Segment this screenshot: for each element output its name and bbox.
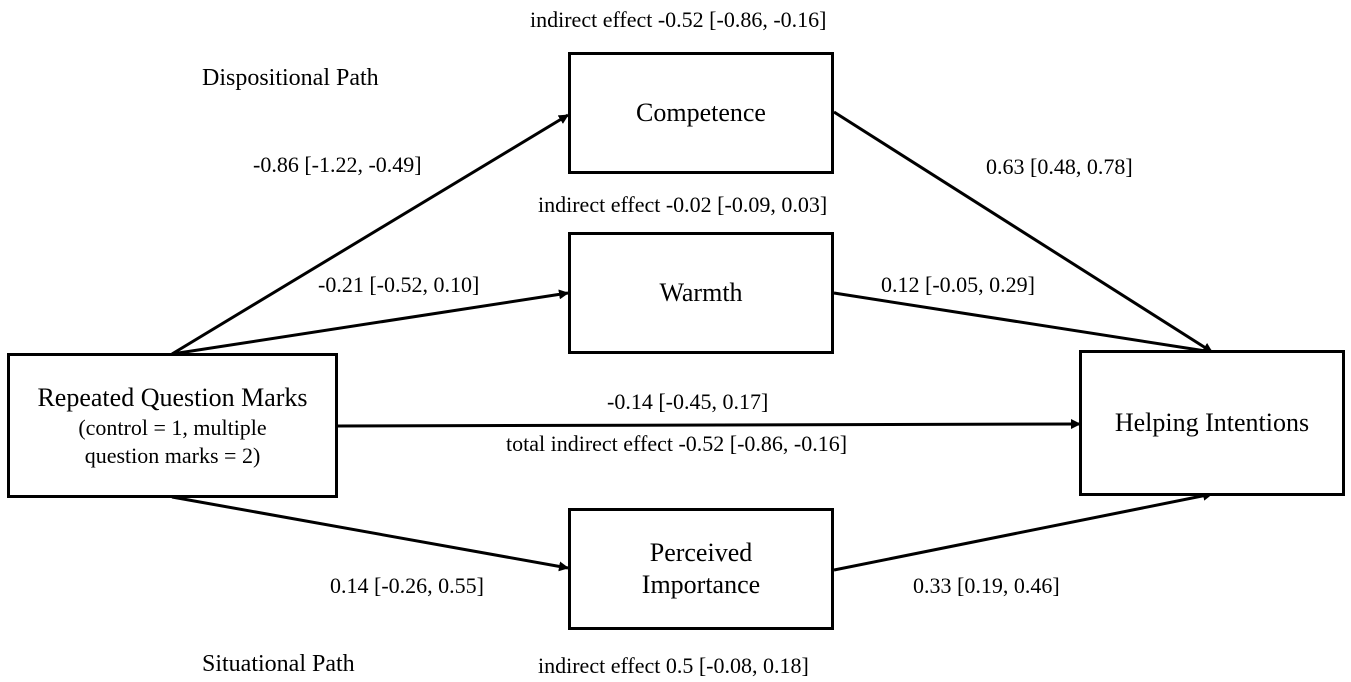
situational-path-title: Situational Path [202,651,355,677]
coef-competence-outcome: 0.63 [0.48, 0.78] [986,154,1133,179]
coef-importance-outcome: 0.33 [0.19, 0.46] [913,573,1060,598]
coef-warmth-outcome: 0.12 [-0.05, 0.29] [881,272,1035,297]
arrow-direct-effect [336,419,1081,430]
importance-indirect-effect: indirect effect 0.5 [-0.08, 0.18] [538,653,809,678]
arrow-importance-to-outcome [833,490,1213,572]
outcome-label: Helping Intentions [1114,408,1310,437]
predictor-coding-line-2: question marks = 2) [84,442,261,468]
arrow-competence-to-outcome [833,110,1213,354]
total-indirect-effect: total indirect effect -0.52 [-0.86, -0.1… [506,431,848,456]
competence-label: Competence [636,98,766,127]
coef-predictor-competence: -0.86 [-1.22, -0.49] [253,152,422,177]
importance-node: Perceived Importance [568,508,834,630]
arrow-predictor-to-warmth [171,289,569,356]
arrow-predictor-to-importance [171,495,569,572]
predictor-title: Repeated Question Marks [37,382,308,412]
coef-predictor-importance: 0.14 [-0.26, 0.55] [330,573,484,598]
warmth-indirect-effect: indirect effect -0.02 [-0.09, 0.03] [538,192,828,217]
arrow-predictor-to-competence [171,113,569,356]
coef-direct-effect: -0.14 [-0.45, 0.17] [607,389,769,414]
importance-label-line-2: Importance [641,570,761,599]
predictor-node: Repeated Question Marks (control = 1, mu… [7,353,338,498]
arrow-warmth-to-outcome [833,291,1213,356]
predictor-coding-line-1: (control = 1, multiple [78,414,267,440]
competence-indirect-effect: indirect effect -0.52 [-0.86, -0.16] [530,7,827,32]
warmth-node: Warmth [568,232,834,354]
dispositional-path-title: Dispositional Path [202,65,379,91]
outcome-node: Helping Intentions [1079,350,1345,496]
competence-node: Competence [568,52,834,174]
warmth-label: Warmth [659,278,743,307]
coef-predictor-warmth: -0.21 [-0.52, 0.10] [318,272,480,297]
importance-label-line-1: Perceived [649,538,753,567]
